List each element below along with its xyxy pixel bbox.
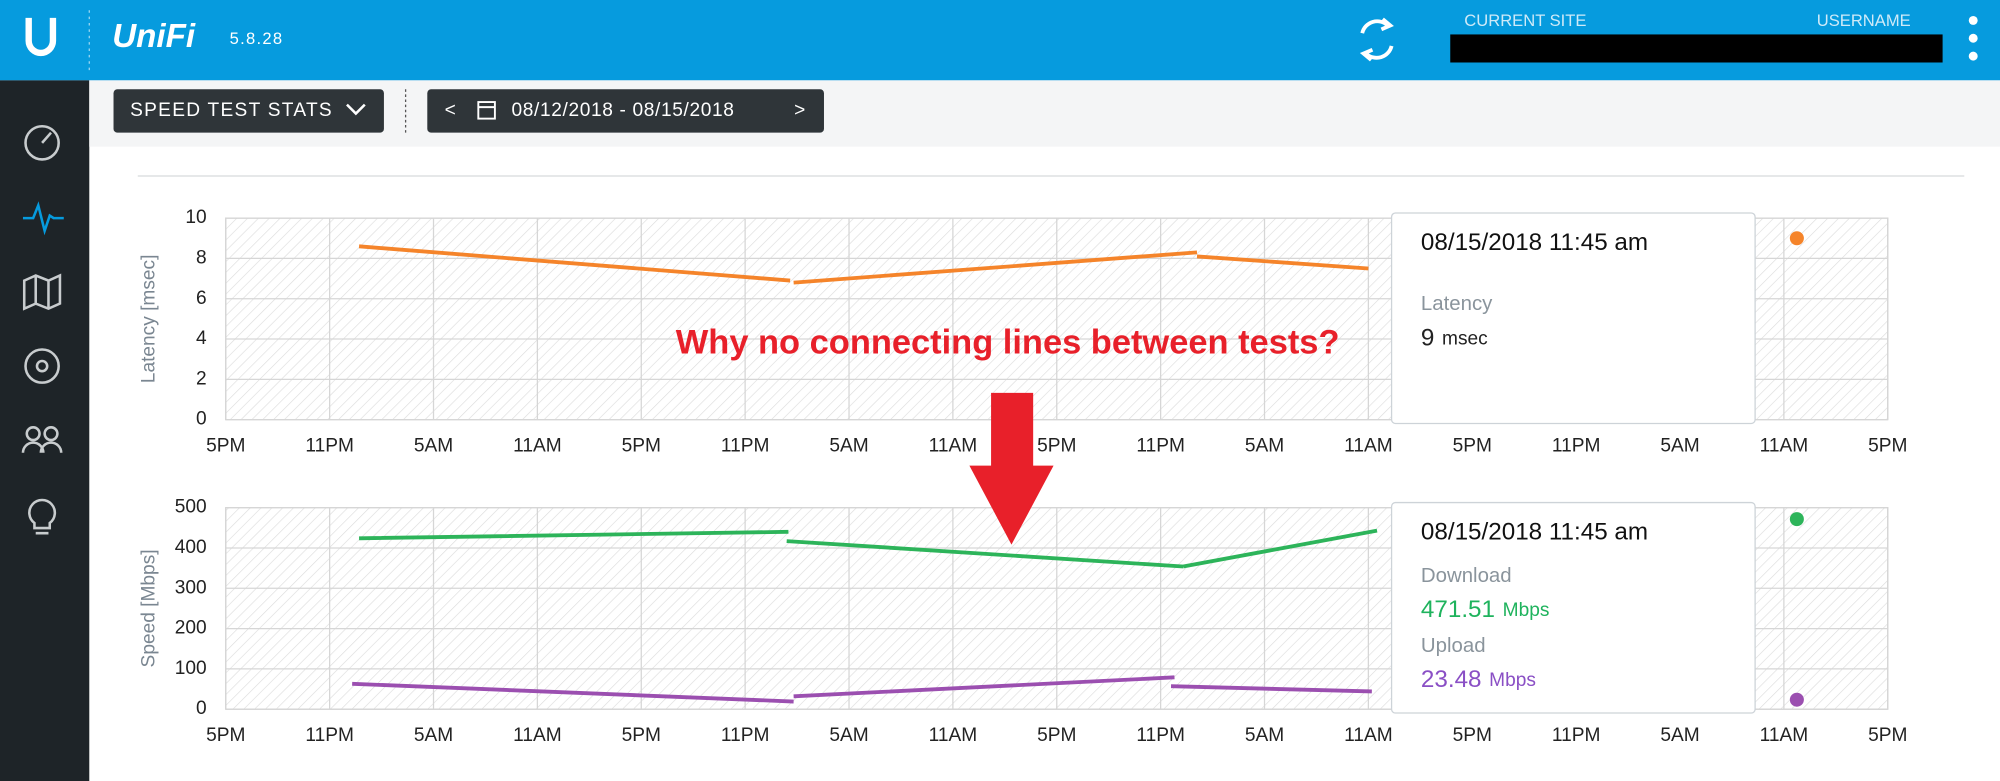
y-tick-label: 4 — [196, 328, 207, 349]
x-tick-label: 5PM — [206, 435, 245, 456]
tooltip-title: 08/15/2018 11:45 am — [1421, 519, 1648, 546]
series-line — [359, 528, 1378, 569]
x-tick-label: 11PM — [1552, 435, 1601, 456]
username-label: USERNAME — [1817, 11, 1911, 30]
x-tick-label: 5AM — [1660, 435, 1699, 456]
x-tick-label: 5PM — [1868, 725, 1907, 746]
x-tick-label: 5AM — [1245, 435, 1284, 456]
x-tick-label: 5AM — [1245, 725, 1284, 746]
x-tick-label: 5PM — [1037, 435, 1076, 456]
chart: 0 2 4 6 8 10 5PM 11PM 5AM 11AM 5PM 11PM 5AM 11AM 5PM 11… — [138, 207, 1907, 456]
x-tick-label: 11PM — [721, 435, 770, 456]
x-tick-label: 5PM — [1037, 725, 1076, 746]
y-axis-title: Latency [msec] — [138, 255, 159, 384]
x-tick-label: 11AM — [1760, 725, 1809, 746]
current-site-label: CURRENT SITE — [1464, 11, 1586, 30]
version: 5.8.28 — [230, 29, 284, 48]
y-tick-label: 500 — [175, 497, 207, 518]
x-tick-label: 5PM — [622, 435, 661, 456]
x-tick-label: 11PM — [1136, 725, 1185, 746]
series-line — [358, 244, 1369, 285]
annotation-arrow — [969, 392, 1054, 545]
tooltip-unit: Mbps — [1503, 600, 1550, 621]
view-label: SPEED TEST STATS — [130, 100, 333, 121]
x-tick-label: 11AM — [929, 725, 978, 746]
y-tick-label: 100 — [175, 658, 207, 679]
hover-dot — [1789, 692, 1804, 707]
y-tick-label: 0 — [196, 409, 207, 430]
toolbar — [89, 80, 2000, 147]
x-tick-label: 11AM — [1344, 435, 1393, 456]
x-tick-label: 5AM — [1660, 725, 1699, 746]
x-tick-label: 5PM — [622, 725, 661, 746]
x-tick-label: 11AM — [513, 725, 562, 746]
menu-icon[interactable] — [1968, 15, 1978, 61]
x-tick-label: 11PM — [1136, 435, 1185, 456]
x-tick-label: 5PM — [1453, 435, 1492, 456]
tooltip-label: Latency — [1421, 293, 1493, 315]
annotation-group: Why no connecting lines between tests? — [676, 323, 1340, 545]
tooltip-value: 9 — [1421, 325, 1434, 352]
tooltip — [1390, 501, 1756, 714]
tooltip-unit: msec — [1442, 328, 1488, 349]
x-tick-label: 5PM — [206, 725, 245, 746]
x-tick-label: 5PM — [1868, 435, 1907, 456]
tooltip — [1390, 212, 1756, 425]
x-tick-label: 5PM — [1453, 725, 1492, 746]
date-range: 08/12/2018 - 08/15/2018 — [511, 100, 734, 121]
dropdown-caret — [346, 103, 366, 116]
tooltip-label: Download — [1421, 565, 1512, 587]
tooltip-value: 471.51 — [1421, 596, 1495, 623]
sidebar-icons[interactable] — [21, 125, 64, 535]
x-tick-label: 5AM — [414, 725, 453, 746]
x-tick-label: 11AM — [929, 435, 978, 456]
hover-dot — [1789, 512, 1804, 527]
chart: 0 100 200 300 400 500 5PM 11PM 5AM 11AM 5PM 11PM 5AM… — [138, 497, 1907, 746]
y-tick-label: 2 — [196, 368, 207, 389]
date-next[interactable]: > — [794, 100, 805, 121]
hover-dot — [1789, 231, 1804, 246]
x-tick-label: 11AM — [1344, 725, 1393, 746]
tooltip-title: 08/15/2018 11:45 am — [1421, 229, 1648, 256]
x-tick-label: 5AM — [829, 725, 868, 746]
x-tick-label: 11PM — [305, 725, 354, 746]
date-prev[interactable]: < — [445, 100, 456, 121]
x-tick-label: 11PM — [1552, 725, 1601, 746]
x-tick-label: 5AM — [829, 435, 868, 456]
x-tick-label: 11PM — [305, 435, 354, 456]
series-line — [352, 675, 1372, 704]
x-tick-label: 11AM — [513, 435, 562, 456]
refresh-icon[interactable] — [1359, 17, 1394, 62]
redaction — [1450, 34, 1943, 63]
charts: 0 2 4 6 8 10 5PM 11PM 5AM 11AM 5PM 11PM 5AM 11AM 5PM 11… — [138, 207, 1907, 746]
y-axis-title: Speed [Mbps] — [138, 549, 159, 667]
tooltip-value-line: 471.51 Mbps — [1421, 596, 1550, 623]
tooltip-value-line: 23.48 Mbps — [1421, 667, 1536, 694]
calendar-icon — [477, 101, 496, 120]
y-tick-label: 6 — [196, 288, 207, 309]
y-tick-label: 8 — [196, 247, 207, 268]
date-picker[interactable] — [427, 89, 824, 133]
y-tick-label: 200 — [175, 618, 207, 639]
annotation: Why no connecting lines between tests? — [676, 323, 1340, 361]
y-tick-label: 400 — [175, 537, 207, 558]
tooltip-value: 23.48 — [1421, 667, 1482, 694]
logo-icon[interactable] — [25, 17, 57, 57]
y-tick-label: 0 — [196, 698, 207, 719]
y-tick-label: 10 — [185, 207, 206, 228]
y-tick-label: 300 — [175, 577, 207, 598]
x-tick-label: 11AM — [1760, 435, 1809, 456]
tooltip-label: Upload — [1421, 635, 1486, 657]
view-dropdown[interactable] — [113, 89, 384, 133]
x-tick-label: 11PM — [721, 725, 770, 746]
x-tick-label: 5AM — [414, 435, 453, 456]
tooltip-unit: Mbps — [1489, 670, 1536, 691]
logo-text: UniFi — [112, 18, 196, 55]
tooltip-value-line: 9 msec — [1421, 325, 1488, 352]
